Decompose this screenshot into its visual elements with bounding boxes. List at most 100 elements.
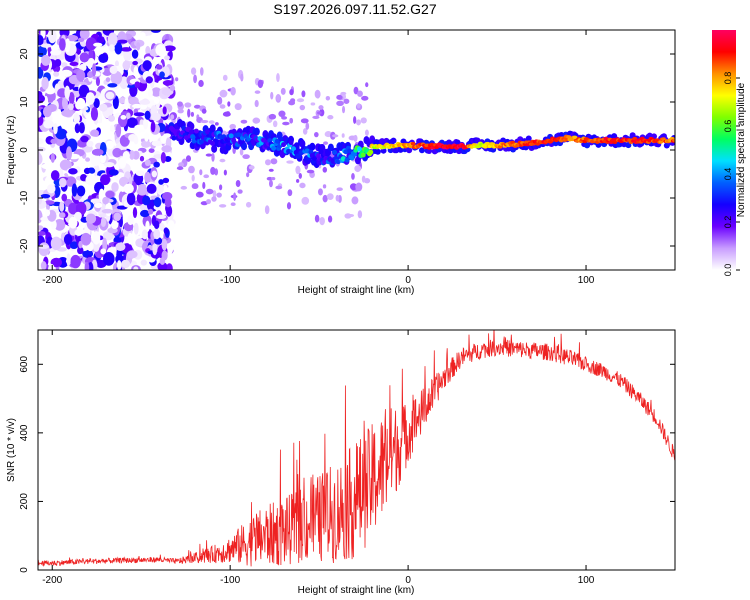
spectrogram-halo-blob (206, 199, 212, 205)
spectrogram-y-ticks: -20 -10 0 10 20 (19, 48, 675, 253)
spectrogram-y-tick-label: 10 (19, 96, 30, 108)
spectrogram-halo-blob (193, 104, 201, 109)
colorbar-tick-label: 0.2 (723, 216, 733, 229)
spectrogram-noise-blob (80, 232, 92, 246)
spectrogram-noise-blob (162, 177, 170, 184)
spectrogram-noise-blob (66, 253, 71, 267)
spectrogram-noise-blob (123, 183, 134, 194)
spectrogram-halo-blob (170, 114, 175, 120)
spectrogram-halo-blob (364, 129, 369, 136)
spectrogram-noise-blob (91, 63, 97, 77)
spectrogram-noise-blob (126, 250, 138, 259)
spectrogram-noise-blob (92, 231, 101, 245)
spectrogram-ridge-core (193, 128, 199, 134)
spectrogram-noise-blob (38, 195, 43, 205)
spectrogram-noise-blob (102, 237, 108, 252)
spectrogram-noise-blob (61, 96, 68, 110)
spectrogram-noise-blob (61, 62, 68, 68)
spectrogram-noise-blob (68, 91, 75, 105)
spectrogram-noise-blob (90, 154, 102, 166)
spectrogram-noise-blob (47, 46, 52, 57)
spectrogram-halo-blob (349, 183, 358, 191)
spectrogram-noise-blob (66, 34, 79, 42)
spectrogram-ridge-core (188, 129, 194, 135)
spectrogram-halo-blob (214, 122, 219, 126)
spectrogram-noise-blob (108, 169, 119, 176)
spectrogram-halo-blob (301, 196, 310, 205)
spectrogram-ridge-envelope (299, 139, 306, 148)
spectrogram-noise-blob (164, 55, 170, 61)
spectrogram-ridge-core (210, 140, 216, 146)
spectrogram-noise-blob (107, 32, 118, 47)
spectrogram-noise-blob (68, 168, 78, 175)
spectrogram-noise-blob (85, 157, 91, 162)
spectrogram-halo-blob (246, 172, 250, 178)
spectrogram-ridge-envelope (211, 144, 218, 153)
spectrogram-noise-blob (69, 61, 79, 67)
spectrogram-halo-blob (351, 173, 355, 180)
spectrogram-noise-blob (135, 170, 145, 177)
spectrogram-halo-blob (282, 121, 290, 126)
spectrogram-halo-blob (325, 95, 331, 101)
spectrogram-noise-blob (164, 156, 172, 162)
spectrogram-noise-blob (55, 128, 67, 140)
spectrogram-noise-blob (100, 217, 107, 228)
spectrogram-noise-blob (134, 124, 145, 130)
spectrogram-noise-blob (127, 232, 133, 245)
spectrogram-halo-blob (298, 172, 302, 179)
spectrogram-halo-blob (230, 202, 236, 207)
spectrogram-halo-blob (212, 190, 217, 198)
spectrogram-ridge-core (357, 146, 363, 152)
spectrogram-noise-blob (139, 155, 145, 162)
spectrogram-noise-blob (107, 83, 118, 88)
spectrogram-y-tick-label: 0 (19, 147, 30, 153)
spectrogram-noise-blob (124, 97, 129, 111)
spectrogram-noise-blob (74, 211, 82, 221)
colorbar-tick-label: 0.0 (723, 264, 733, 277)
spectrogram-noise-blob (53, 71, 60, 77)
snr-series-path (38, 330, 675, 567)
spectrogram-noise-blob (150, 30, 162, 33)
spectrogram-halo-blob (200, 67, 204, 76)
spectrogram-noise-blob (152, 243, 158, 256)
spectrogram-halo-blob (278, 110, 286, 118)
spectrogram-noise-blob (126, 117, 138, 128)
spectrogram-noise-blob (40, 193, 51, 199)
spectrogram-halo-blob (336, 94, 343, 100)
spectrogram-halo-blob (276, 94, 281, 102)
spectrogram-noise-blob (50, 219, 57, 230)
spectrogram-noise-blob (85, 92, 95, 105)
spectrogram-halo-blob (227, 101, 231, 107)
spectrogram-noise-blob (100, 174, 111, 186)
spectrogram-ridge-envelope (525, 135, 532, 142)
spectrogram-noise-blob (41, 54, 51, 66)
spectrogram-halo-blob (180, 185, 188, 190)
spectrogram-noise-blob (162, 192, 173, 201)
spectrogram-halo-blob (357, 210, 363, 219)
spectrogram-halo-blob (248, 165, 255, 170)
spectrogram-noise-blob (136, 184, 149, 196)
spectrogram-noise-blob (88, 168, 96, 174)
spectrogram-halo-blob (299, 182, 306, 189)
spectrogram-noise-blob (71, 183, 78, 197)
spectrogram-ridge-core (281, 142, 287, 148)
spectrogram-noise-blob (133, 136, 139, 145)
spectrogram-noise-blob (150, 121, 156, 133)
spectrogram-noise-blob (126, 112, 131, 119)
spectrogram-noise-blob (111, 182, 119, 192)
spectrogram-noise-blob (110, 70, 123, 85)
spectrogram-halo-blob (211, 196, 217, 202)
spectrogram-x-tick-label: 0 (405, 275, 411, 286)
spectrogram-halo-blob (190, 67, 197, 75)
spectrogram-ridge-core (183, 135, 189, 141)
spectrogram-noise-blob (108, 44, 115, 52)
spectrogram-halo-blob (327, 115, 334, 120)
spectrogram-noise-blob (120, 47, 132, 52)
spectrogram-noise-blob (99, 103, 108, 112)
spectrogram-noise-blob (66, 146, 73, 161)
spectrogram-halo-blob (198, 79, 204, 87)
spectrogram-halo-blob (302, 128, 308, 135)
spectrogram-halo-blob (257, 79, 264, 89)
